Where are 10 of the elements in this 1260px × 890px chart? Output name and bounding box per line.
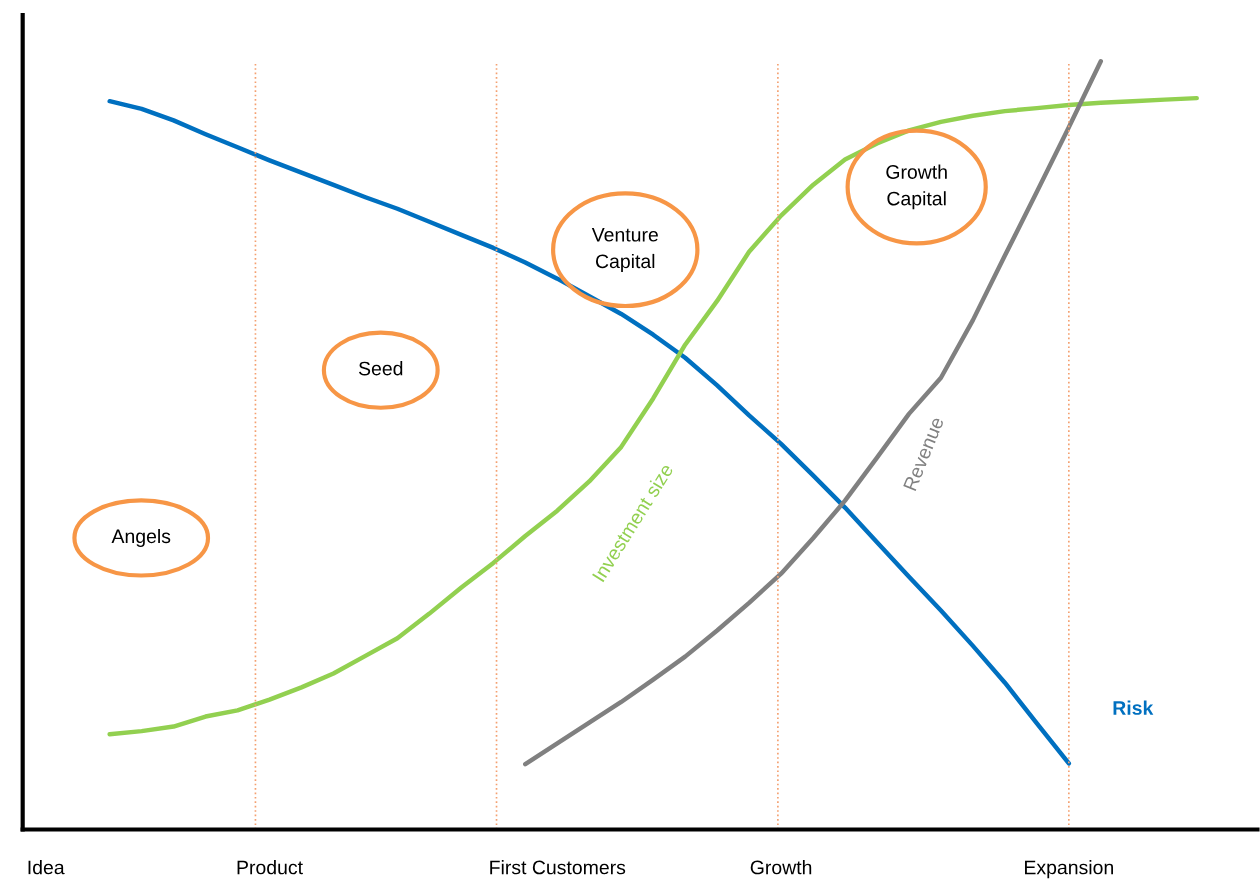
annotation: Angels [111, 528, 171, 548]
x-tick-label: Product [237, 860, 303, 875]
x-tick-label: First Customers [490, 860, 626, 875]
annotation: Seed [358, 361, 403, 376]
annotation: Venture Capital [591, 228, 658, 273]
x-tick-label: Expansion [1025, 860, 1113, 879]
text: Risk [1113, 700, 1154, 715]
x-tick-label: Growth [750, 860, 812, 875]
x-tick-label: Idea [28, 860, 65, 875]
annotation: Growth Capital [886, 164, 947, 210]
